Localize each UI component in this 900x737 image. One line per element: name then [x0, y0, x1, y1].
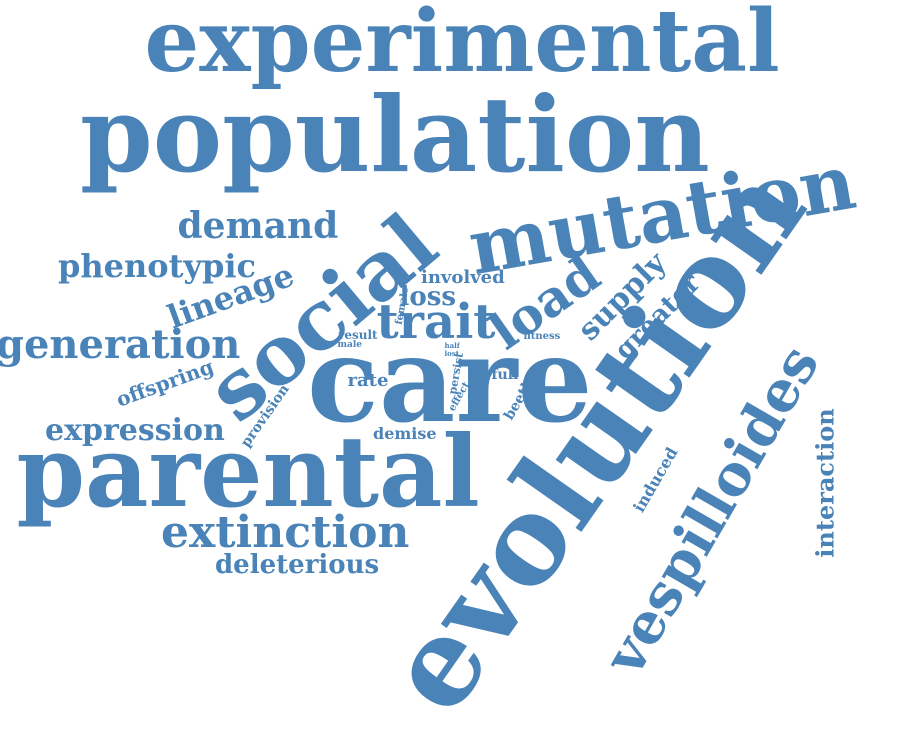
- word-male: male: [337, 339, 363, 350]
- word-population: population: [80, 73, 710, 196]
- word-parental: parental: [16, 415, 480, 530]
- word-interaction: interaction: [810, 408, 840, 558]
- word-demise: demise: [373, 424, 437, 443]
- word-care: care: [307, 310, 593, 449]
- word-rate: rate: [347, 370, 389, 391]
- word-cloud: experimental population mutation social …: [0, 0, 862, 737]
- word-lost: lost: [444, 348, 460, 358]
- word-full: full: [491, 367, 519, 383]
- word-fitness: fitness: [523, 331, 561, 342]
- word-expression: expression: [45, 413, 225, 448]
- word-half: half: [444, 340, 460, 350]
- word-demand: demand: [177, 205, 339, 247]
- word-result: result: [338, 328, 378, 342]
- word-phenotypic: phenotypic: [58, 247, 256, 285]
- word-experimental: experimental: [144, 0, 780, 92]
- word-extinction: extinction: [161, 507, 410, 558]
- word-loss: loss: [399, 282, 457, 312]
- word-involved: involved: [421, 267, 505, 288]
- word-deleterious: deleterious: [215, 550, 380, 580]
- word-trait: trait: [376, 294, 496, 350]
- word-generation: generation: [0, 321, 241, 368]
